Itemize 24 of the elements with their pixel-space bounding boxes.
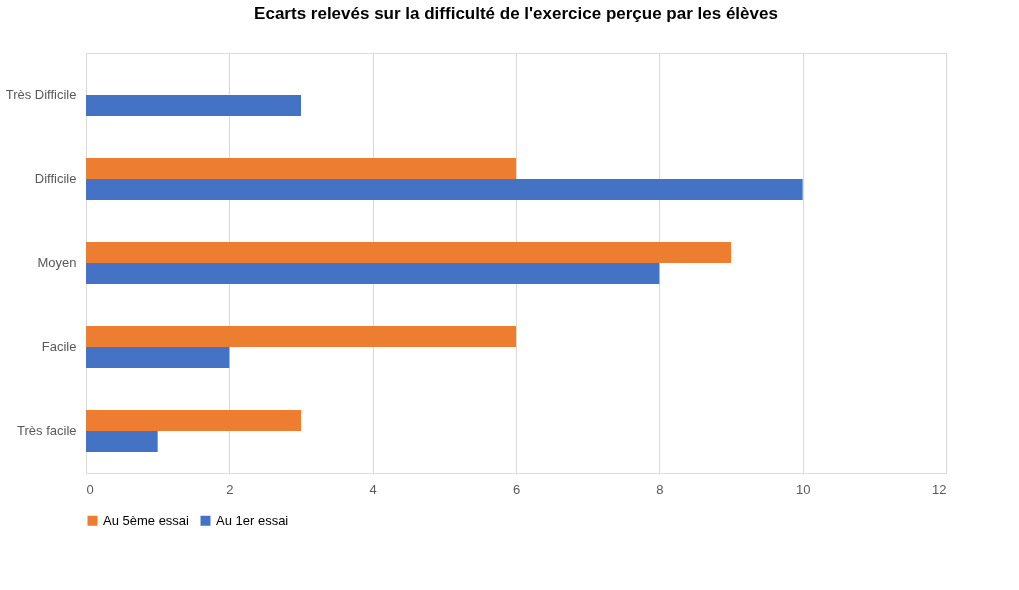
y-tick-label: Très Difficile	[5, 87, 77, 102]
legend-label: Au 1er essai	[216, 512, 289, 528]
bar	[86, 431, 158, 452]
bar	[86, 263, 660, 284]
y-tick-label: Très facile	[17, 423, 77, 438]
legend-label: Au 5ème essai	[103, 512, 190, 528]
bar	[86, 410, 301, 431]
bar	[86, 347, 230, 368]
bar	[86, 179, 803, 200]
x-tick-label: 6	[512, 481, 521, 497]
bar	[86, 326, 516, 347]
bar	[86, 158, 516, 179]
x-tick-label: 12	[932, 481, 947, 497]
y-tick-label: Moyen	[37, 255, 77, 270]
x-tick-label: 2	[226, 481, 234, 497]
x-tick-label: 4	[369, 481, 377, 497]
y-tick-label: Difficile	[34, 171, 77, 186]
x-tick-label: 0	[86, 481, 94, 497]
y-tick-label: Facile	[41, 339, 77, 354]
bar	[86, 242, 731, 263]
bar	[86, 95, 301, 116]
chart-title: Ecarts relevés sur la difficulté de l'exercice perçue par les élèves	[254, 4, 778, 23]
x-tick-label: 10	[795, 481, 811, 497]
x-tick-label: 8	[656, 481, 664, 497]
